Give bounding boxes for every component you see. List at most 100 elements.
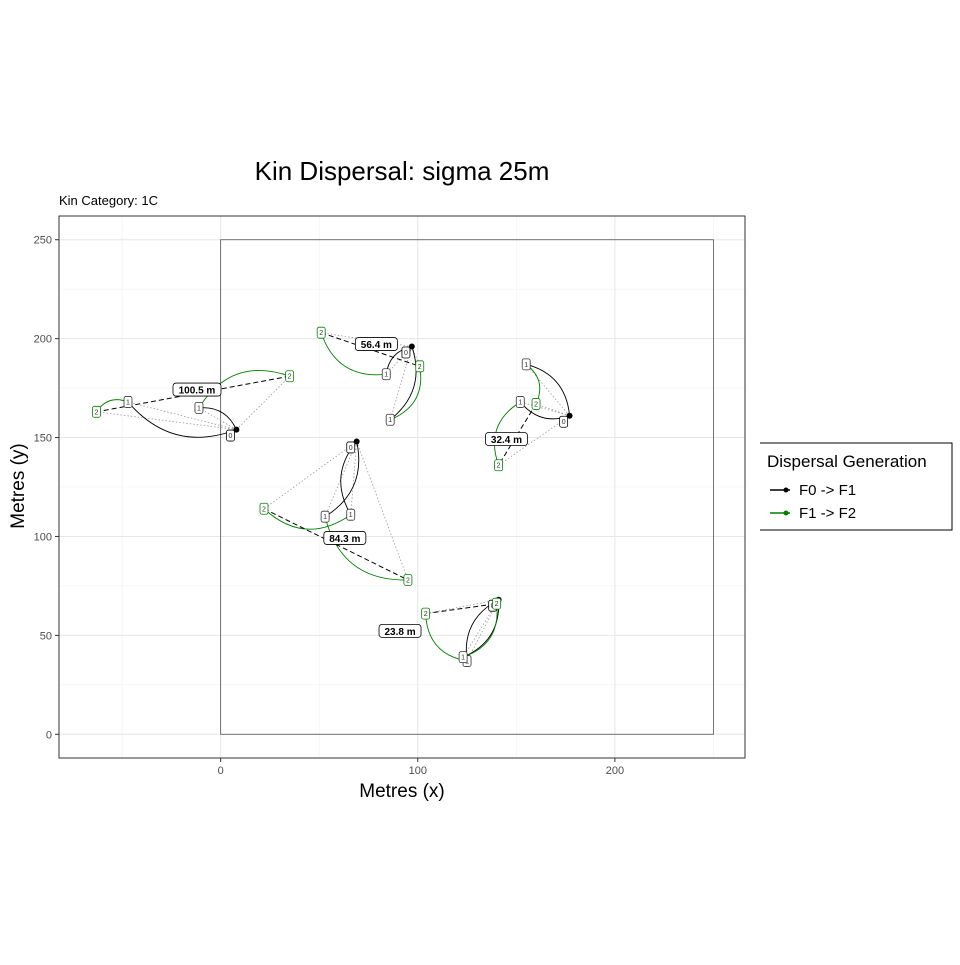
y-tick-label: 250	[34, 235, 52, 247]
family-1-f1-node-box	[123, 396, 133, 408]
family-1-f1-node: 1	[123, 396, 133, 408]
family-1-f2-node-box	[285, 370, 295, 383]
plot-border	[58, 215, 746, 759]
family-2-f0-f1-arrow	[389, 346, 417, 421]
legend-label-f0-f1: F0 -> F1	[799, 482, 856, 499]
family-3-f1-node: 1	[515, 396, 525, 408]
family-4-f1-f2-arrow	[263, 508, 352, 530]
family-2-f2-node: 2	[415, 360, 425, 373]
family-5-f1-node: 1	[458, 651, 468, 664]
family-2-f1-node: 1	[381, 368, 391, 381]
family-4-f2-node-box	[259, 502, 269, 515]
family-4-distance-label-text: 84.3 m	[329, 534, 360, 545]
family-1-f2-node-text: 2	[288, 374, 292, 381]
legend-label-f1-f2: F1 -> F2	[799, 505, 856, 522]
family-3-kin-link	[520, 401, 570, 417]
family-2-origin-label-text: 0	[404, 350, 408, 357]
family-1-f2-node-text: 2	[95, 409, 99, 416]
family-2-f1-node-box	[381, 368, 391, 381]
family-4-origin-label: 0	[346, 441, 356, 454]
family-4-f1-node: 1	[346, 508, 356, 521]
family-2-kin-link	[389, 346, 413, 420]
x-axis-title: Metres (x)	[359, 781, 445, 802]
family-4-f2-node-text: 2	[262, 506, 266, 513]
legend-item-f1-f2: F1 -> F2	[770, 505, 856, 522]
family-1-kin-link	[96, 411, 237, 431]
family-1-origin-label-box	[226, 429, 235, 442]
family-4-f1-node-text: 1	[323, 514, 327, 521]
family-4-f1-node-text: 1	[349, 512, 353, 519]
family-2-f1-node-text: 1	[384, 372, 388, 379]
family-2-origin-label-box	[401, 346, 411, 359]
family-1-distance-label-text: 100.5 m	[179, 386, 216, 397]
family-3-origin-label-text: 0	[562, 419, 566, 426]
y-tick-label: 50	[40, 630, 52, 642]
family-5-f2-node-box	[421, 607, 431, 620]
family-3-f2-node: 2	[494, 459, 503, 472]
family-5-kin-distance-line	[425, 603, 497, 615]
family-1-f1-node-text: 1	[197, 405, 201, 412]
family-1-f2-node-box	[92, 405, 101, 418]
family-4-f1-node-box	[346, 508, 356, 521]
family-2-origin-point	[408, 343, 415, 350]
family-1-distance-label: 100.5 m	[172, 382, 222, 397]
family-2-f2-node-text: 2	[319, 330, 323, 337]
family-3-f2-node-box	[494, 459, 503, 472]
family-3-f1-f2-arrow	[494, 401, 521, 466]
family-5-distance-label-text: 23.8 m	[384, 627, 415, 638]
family-1-f0-f1-arrow	[127, 401, 237, 438]
family-1-origin-label: 0	[226, 429, 235, 442]
family-3-f2-node-text: 2	[497, 463, 501, 470]
family-3-f1-node-text: 1	[524, 362, 528, 369]
chart-title: Kin Dispersal: sigma 25m	[255, 156, 550, 186]
y-tick-label: 0	[46, 729, 52, 741]
family-3-distance-label: 32.4 m	[485, 432, 528, 446]
family-2-origin-label: 0	[401, 346, 411, 359]
family-1-f1-node-text: 1	[126, 399, 130, 406]
family-2-f1-node-box	[385, 413, 395, 426]
family-2-f2-node: 2	[316, 326, 326, 339]
family-4-origin-point	[353, 438, 360, 445]
family-2-distance-label-text: 56.4 m	[361, 340, 392, 351]
family-5-f2-node-text: 2	[424, 611, 428, 618]
family-1-f2-node: 2	[285, 370, 295, 383]
family-4-kin-link	[324, 441, 358, 517]
family-3-kin-link	[525, 364, 570, 417]
legend-item-f0-f1: F0 -> F1	[770, 482, 856, 499]
family-2-f1-f2-arrow	[320, 332, 387, 376]
y-axis-title: Metres (y)	[8, 443, 29, 529]
family-2-kin-link	[385, 346, 413, 375]
family-4-origin-label-text: 0	[349, 445, 353, 452]
family-4-f1-node-box	[320, 510, 330, 523]
family-3-f0-f1-arrow	[525, 363, 571, 416]
legend-point-f0-f1	[783, 487, 789, 493]
family-4-f2-node-text: 2	[406, 577, 410, 584]
family-4-f1-node: 1	[320, 510, 330, 523]
family-3-f1-node-box	[515, 396, 525, 408]
x-tick-label: 100	[409, 765, 427, 777]
family-2-distance-label: 56.4 m	[354, 337, 398, 351]
family-4-kin-link	[263, 441, 357, 510]
family-3-f2-node-box	[531, 398, 541, 410]
dispersal-marks: 0 1 1 2 2 100.5 m 0 1 1 2 2 56.4 m 0 1 1 2 2 32.4 m 0 1 1 2 2 8…	[92, 239, 714, 735]
chart-subtitle: Kin Category: 1C	[59, 193, 158, 208]
family-5-distance-label: 23.8 m	[378, 624, 422, 638]
family-1-f2-node: 2	[92, 405, 101, 418]
family-5-distance-label-box	[378, 624, 422, 638]
family-2-distance-label-box	[354, 337, 398, 351]
family-4-f2-node-box	[403, 574, 413, 586]
family-3-f1-node-text: 1	[518, 399, 522, 406]
family-1-distance-label-box	[172, 382, 222, 397]
family-3-f2-node: 2	[531, 398, 541, 410]
family-1-kin-link	[198, 407, 237, 430]
family-3-distance-label-box	[485, 432, 528, 446]
family-1-origin-label-text: 0	[229, 433, 233, 440]
family-3-distance-label-text: 32.4 m	[491, 435, 522, 446]
family-4-f1-f2-arrow	[324, 516, 409, 583]
x-tick-label: 0	[218, 765, 224, 777]
family-3-kin-link	[498, 415, 570, 466]
legend: Dispersal Generation F0 -> F1 F1 -> F2	[760, 442, 953, 531]
family-1-f1-node: 1	[194, 401, 204, 414]
family-3-origin-label-box	[559, 415, 569, 428]
